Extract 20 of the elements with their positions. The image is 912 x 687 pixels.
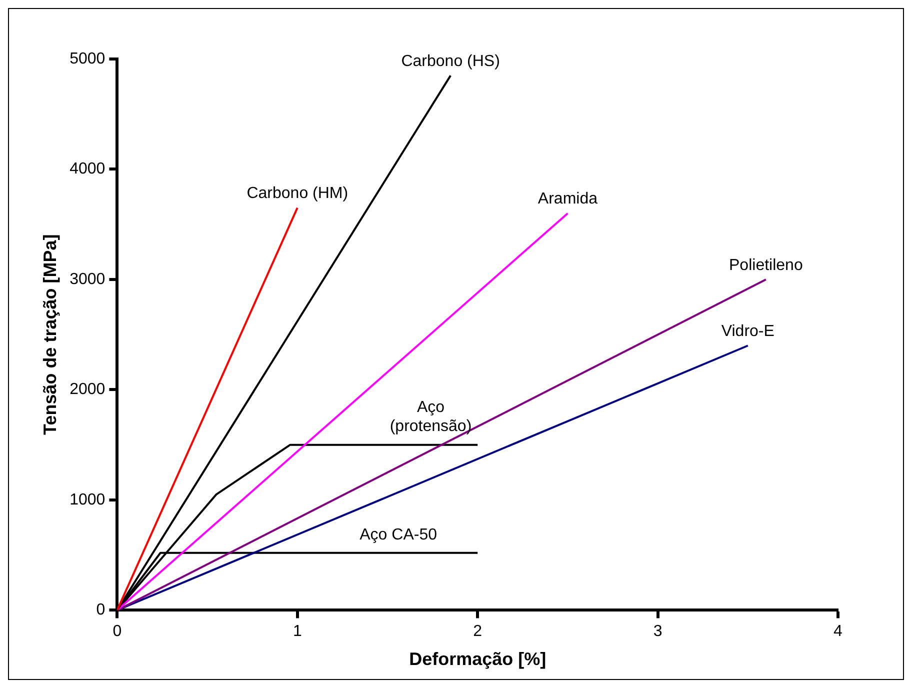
series-label: Aramida	[538, 190, 598, 208]
series-label: Carbono (HM)	[246, 185, 348, 202]
y-axis-title: Tensão de tração [MPa]	[40, 234, 60, 435]
series-label: Carbono (HS)	[401, 52, 500, 70]
series-label: Polietileno	[729, 256, 803, 274]
series-label: Aço CA-50	[360, 526, 438, 544]
y-tick-label: 5000	[70, 50, 106, 68]
series-label: Aço (protensão)	[390, 399, 472, 436]
series-label: Vidro-E	[721, 323, 774, 340]
y-tick-label: 3000	[70, 270, 106, 288]
x-tick-label: 1	[292, 623, 302, 640]
y-tick-label: 2000	[70, 381, 106, 398]
y-tick-label: 4000	[70, 160, 106, 178]
x-tick-label: 4	[834, 623, 843, 640]
x-tick-label: 3	[653, 623, 662, 640]
x-axis-title: Deformação [%]	[409, 649, 546, 670]
x-tick-label: 0	[112, 623, 122, 640]
y-tick-label: 1000	[70, 491, 106, 508]
x-tick-label: 2	[473, 623, 482, 640]
y-tick-label: 0	[96, 602, 106, 619]
